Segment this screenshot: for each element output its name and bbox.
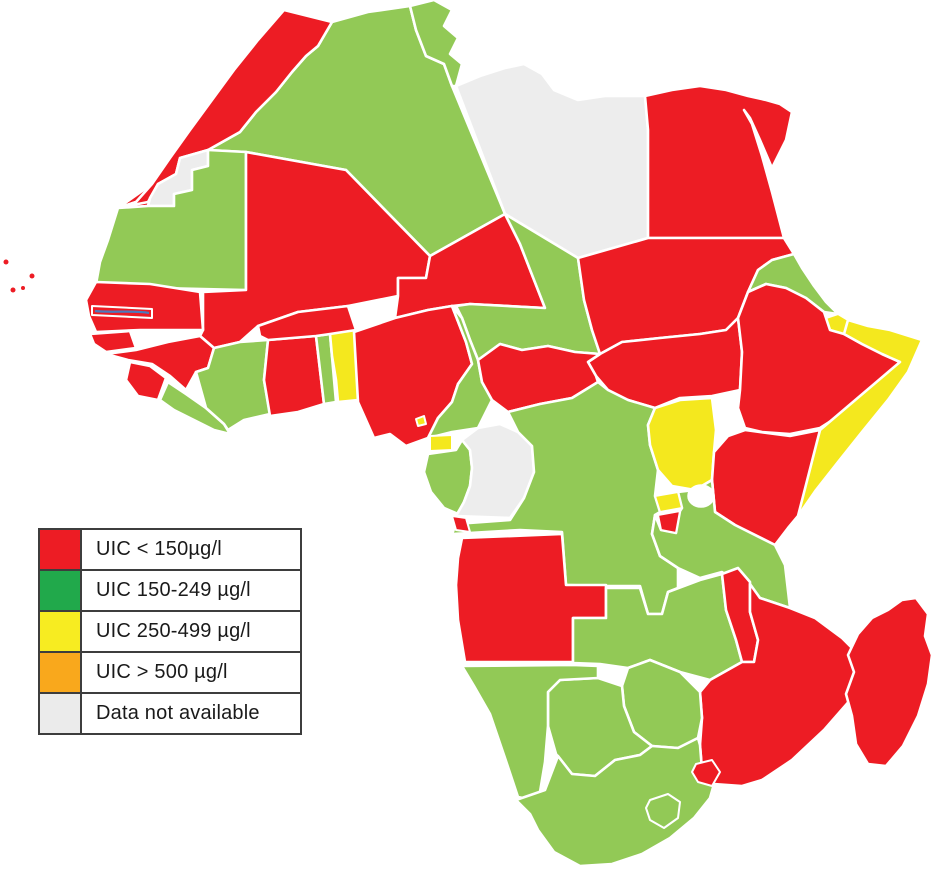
country-cameroon (426, 304, 494, 440)
country-ghana (262, 334, 326, 418)
legend-row-deficient: UIC < 150µg/l (40, 530, 300, 571)
legend-swatch-red (40, 530, 82, 569)
country-burundi (657, 510, 681, 534)
country-eswatini (691, 759, 721, 787)
legend-swatch-yellow (40, 612, 82, 651)
legend-label-no-data: Data not available (96, 702, 260, 724)
country-senegal (84, 280, 205, 334)
gambia-river (94, 309, 150, 315)
cape-verde-islands (3, 259, 35, 293)
legend-row-no-data: Data not available (40, 694, 300, 733)
country-central-african-republic (476, 342, 602, 414)
legend-swatch-green (40, 571, 82, 610)
country-mauritania (94, 148, 248, 292)
country-equatorial-guinea (429, 434, 453, 452)
country-cote-divoire (194, 338, 272, 432)
legend-row-adequate: UIC 150-249 µg/l (40, 571, 300, 612)
country-cabinda (451, 515, 471, 533)
legend-label-above: UIC 250-499 µg/l (96, 620, 251, 642)
legend-swatch-gray (40, 694, 82, 733)
legend-label-excess: UIC > 500 µg/l (96, 661, 228, 683)
country-south-sudan (586, 316, 744, 410)
legend-swatch-orange (40, 653, 82, 692)
country-namibia (460, 663, 600, 802)
country-lesotho (645, 793, 681, 829)
country-egypt (643, 84, 794, 240)
legend-label-adequate: UIC 150-249 µg/l (96, 579, 251, 601)
legend-row-excess: UIC > 500 µg/l (40, 653, 300, 694)
map-legend: UIC < 150µg/l UIC 150-249 µg/l UIC 250-4… (38, 528, 302, 735)
country-sierra-leone (124, 360, 168, 402)
lake-victoria (687, 484, 715, 508)
country-burkina-faso (256, 304, 358, 342)
legend-label-deficient: UIC < 150µg/l (96, 538, 222, 560)
country-bioko-island (415, 415, 427, 427)
country-guinea-bissau (88, 329, 138, 354)
country-madagascar (844, 596, 934, 768)
country-rwanda (654, 491, 683, 513)
country-tunisia (408, 0, 464, 88)
legend-row-above: UIC 250-499 µg/l (40, 612, 300, 653)
